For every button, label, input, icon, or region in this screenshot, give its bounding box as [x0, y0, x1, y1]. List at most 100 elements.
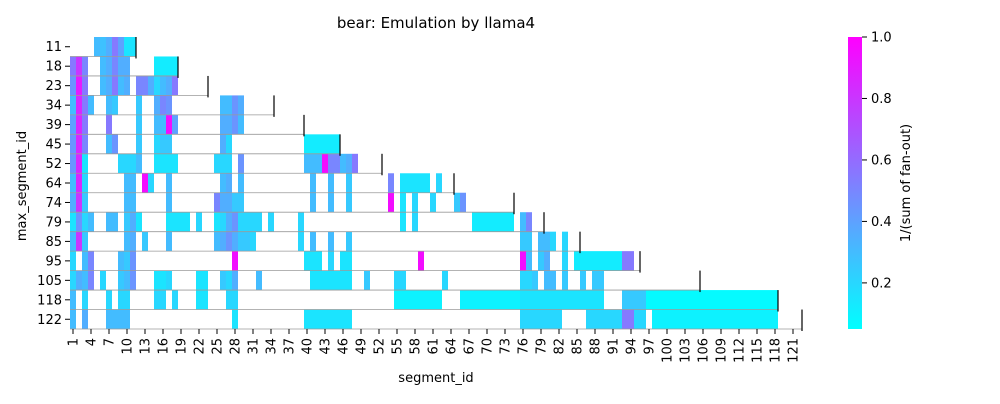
- heatmap-cell: [562, 270, 568, 291]
- heatmap-cell: [100, 37, 106, 57]
- heatmap-cell: [346, 173, 352, 193]
- heatmap-cell: [394, 270, 406, 291]
- heatmap-cell: [88, 212, 94, 232]
- heatmap-cell: [70, 134, 76, 154]
- heatmap-cell: [70, 270, 76, 291]
- heatmap-cell: [460, 290, 520, 310]
- heatmap-cell: [310, 173, 316, 193]
- heatmap-cell: [214, 153, 232, 174]
- heatmap-cell: [118, 75, 124, 96]
- heatmap-cell: [76, 192, 82, 213]
- heatmap-cell: [388, 173, 394, 193]
- heatmap-cell: [520, 290, 604, 310]
- heatmap-cell: [82, 231, 88, 252]
- heatmap-cell: [70, 231, 76, 252]
- colorbar-tick-label: 0.6: [871, 153, 892, 168]
- y-tick-label: 105: [37, 274, 62, 289]
- y-tick-label: 45: [45, 138, 62, 153]
- heatmap-cell: [304, 309, 352, 329]
- heatmap-cell: [118, 56, 130, 76]
- heatmap-cell: [76, 173, 82, 193]
- heatmap-cell: [226, 192, 232, 213]
- heatmap-cell: [412, 212, 418, 232]
- heatmap-cell: [232, 114, 238, 135]
- heatmap-cell: [130, 231, 136, 252]
- heatmap-cell: [100, 270, 106, 291]
- heatmap-cell: [232, 212, 238, 232]
- heatmap-cell: [544, 251, 550, 271]
- heatmap-cell: [172, 75, 178, 96]
- x-tick-label: 1: [67, 338, 82, 346]
- x-tick-label: 82: [553, 338, 568, 355]
- heatmap-cell: [220, 114, 232, 135]
- heatmap-cell: [580, 270, 586, 291]
- heatmap-cell: [652, 309, 778, 329]
- y-tick-label: 122: [37, 313, 62, 328]
- heatmap-cell: [214, 192, 220, 213]
- heatmap-cell: [322, 153, 328, 174]
- heatmap-cell: [154, 290, 166, 310]
- heatmap-cells: [70, 37, 778, 329]
- heatmap-cell: [160, 75, 166, 96]
- heatmap-cell: [136, 114, 142, 135]
- heatmap-cell: [238, 231, 250, 252]
- chart-title: bear: Emulation by llama4: [337, 14, 535, 32]
- heatmap-cell: [166, 192, 172, 213]
- heatmap-cell: [172, 114, 178, 135]
- heatmap-cell: [82, 212, 88, 232]
- heatmap-cell: [352, 153, 358, 174]
- heatmap-cell: [160, 95, 166, 115]
- heatmap-cell: [418, 251, 424, 271]
- heatmap-cell: [112, 75, 118, 96]
- heatmap-cell: [124, 231, 130, 252]
- heatmap-cell: [148, 173, 154, 193]
- x-tick-label: 49: [355, 338, 370, 355]
- heatmap-cell: [238, 173, 244, 193]
- x-tick-label: 22: [193, 338, 208, 355]
- heatmap-cell: [130, 212, 136, 232]
- x-tick-label: 13: [139, 338, 154, 355]
- y-tick-label: 79: [45, 215, 62, 230]
- colorbar-tick-label: 0.4: [871, 215, 892, 230]
- heatmap-cell: [106, 134, 112, 154]
- heatmap-cell: [346, 231, 352, 252]
- heatmap-cell: [328, 173, 334, 193]
- heatmap-cell: [70, 192, 76, 213]
- heatmap-cell: [136, 212, 142, 232]
- x-tick-label: 118: [769, 338, 784, 363]
- heatmap-cell: [76, 270, 82, 291]
- x-tick-label: 106: [697, 338, 712, 363]
- heatmap-cell: [70, 153, 76, 174]
- heatmap-cell: [298, 231, 304, 252]
- heatmap-cell: [388, 192, 394, 213]
- heatmap-cell: [154, 95, 160, 115]
- heatmap-cell: [196, 270, 208, 291]
- heatmap-cell: [526, 251, 532, 271]
- heatmap-cell: [256, 270, 262, 291]
- heatmap-cell: [232, 192, 244, 213]
- heatmap-cell: [364, 270, 370, 291]
- x-tick-label: 7: [103, 338, 118, 346]
- heatmap-cell: [412, 192, 418, 213]
- heatmap-cell: [130, 270, 136, 291]
- x-tick-label: 79: [535, 338, 550, 355]
- y-tick-label: 85: [45, 235, 62, 250]
- x-tick-label: 25: [211, 338, 226, 355]
- x-tick-label: 94: [625, 338, 640, 355]
- heatmap-cell: [76, 134, 82, 154]
- x-tick-label: 73: [499, 338, 514, 355]
- heatmap-cell: [238, 153, 244, 174]
- x-tick-label: 61: [427, 338, 442, 355]
- heatmap-cell: [166, 114, 172, 135]
- heatmap-cell: [232, 270, 238, 291]
- x-tick-label: 19: [175, 338, 190, 355]
- heatmap-cell: [94, 37, 100, 57]
- heatmap-cell: [76, 95, 82, 115]
- x-tick-label: 28: [229, 338, 244, 355]
- heatmap-cell: [70, 290, 76, 310]
- heatmap-cell: [70, 75, 76, 96]
- heatmap-cell: [196, 212, 202, 232]
- heatmap-cell: [70, 212, 76, 232]
- y-tick-label: 95: [45, 254, 62, 269]
- x-tick-label: 43: [319, 338, 334, 355]
